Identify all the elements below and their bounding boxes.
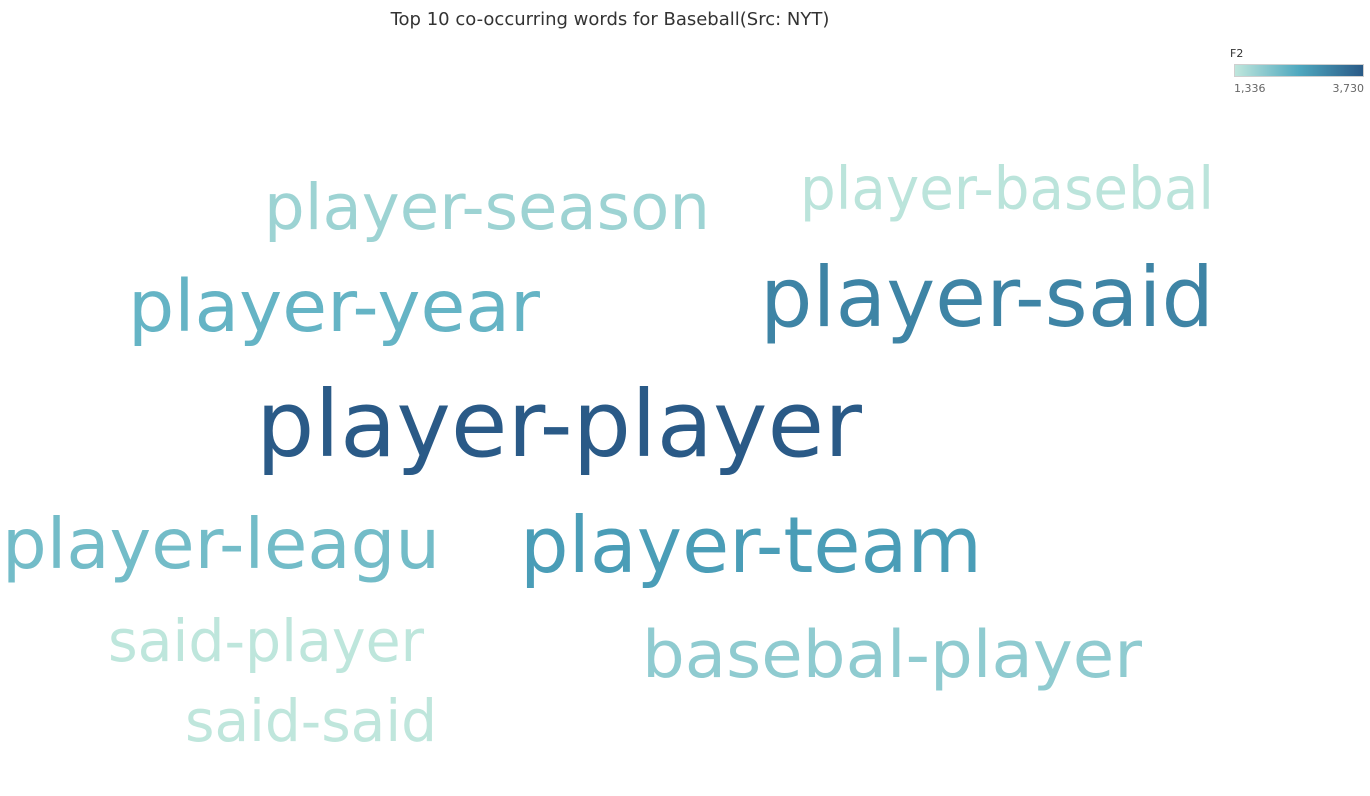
word-player-leagu[interactable]: player-leagu: [2, 504, 440, 585]
legend-min-label: 1,336: [1234, 82, 1266, 95]
legend-max-label: 3,730: [1332, 82, 1365, 95]
word-basebal-player[interactable]: basebal-player: [642, 617, 1142, 693]
word-player-player[interactable]: player-player: [256, 371, 862, 478]
word-player-basebal[interactable]: player-basebal: [800, 155, 1214, 223]
color-legend: F2 1,336 3,730: [1230, 47, 1366, 97]
word-said-said[interactable]: said-said: [185, 687, 437, 755]
word-player-season[interactable]: player-season: [264, 170, 710, 244]
word-said-player[interactable]: said-player: [108, 607, 424, 675]
word-player-year[interactable]: player-year: [128, 264, 541, 348]
legend-gradient-bar: [1234, 64, 1364, 77]
word-player-team[interactable]: player-team: [520, 501, 982, 591]
word-player-said[interactable]: player-said: [760, 249, 1214, 346]
legend-title: F2: [1230, 47, 1244, 60]
chart-title: Top 10 co-occurring words for Baseball(S…: [390, 9, 830, 30]
